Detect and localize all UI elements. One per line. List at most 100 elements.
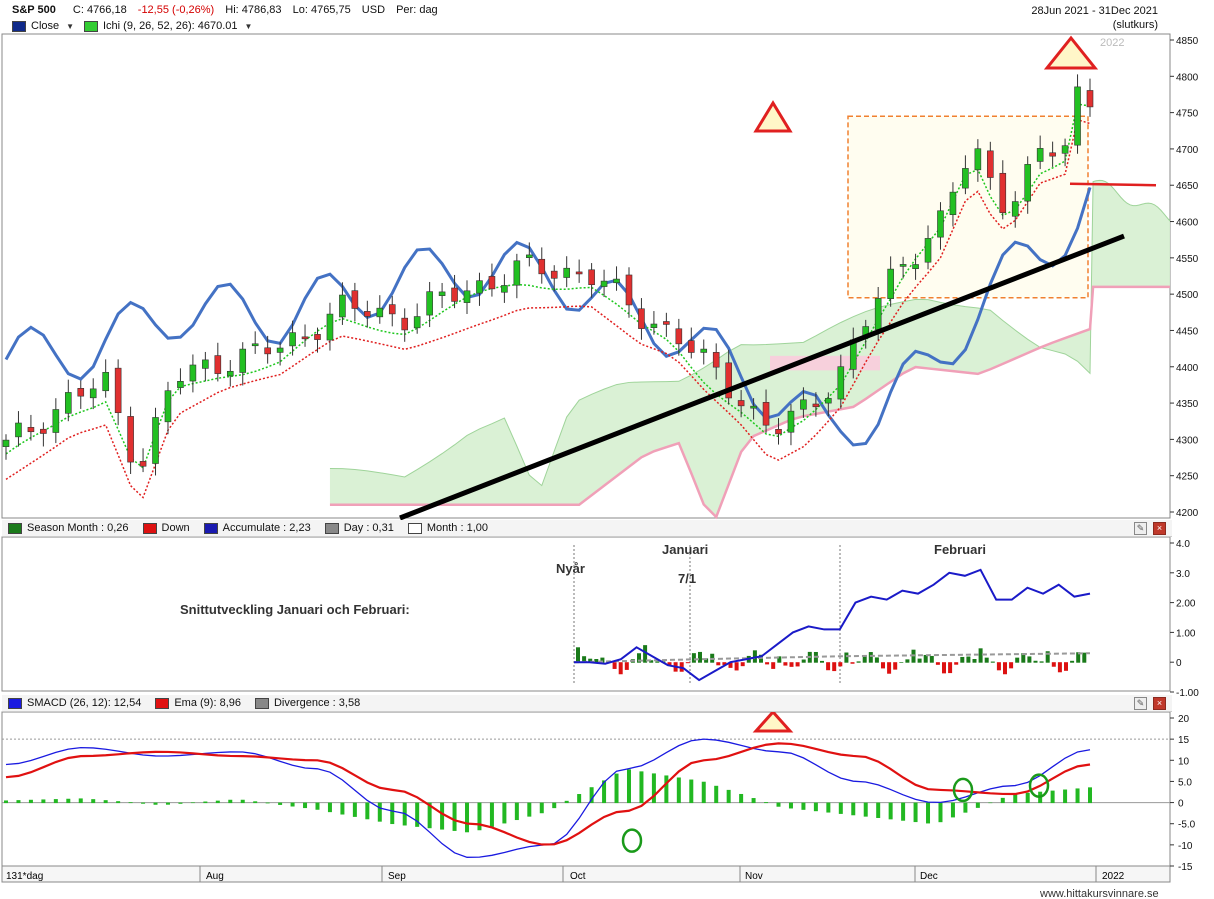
- divergence-bar: [415, 802, 420, 827]
- candle-body: [251, 343, 259, 347]
- divergence-bar: [564, 800, 569, 804]
- season-bar: [893, 662, 898, 670]
- kijun-line: [5, 118, 1091, 499]
- divergence-bar: [589, 787, 594, 804]
- candle-body: [301, 336, 309, 340]
- divergence-bar: [66, 798, 71, 804]
- candle-body: [675, 328, 683, 345]
- season-bar: [618, 662, 623, 675]
- swatch: [324, 522, 339, 534]
- divergence-bar: [527, 802, 532, 817]
- legend-day[interactable]: Day : 0,31: [324, 522, 394, 534]
- season-bar: [789, 662, 794, 667]
- legend-ema[interactable]: Ema (9): 8,96: [155, 697, 241, 709]
- y-tick-label: 4700: [1176, 145, 1199, 156]
- legend-ichi-label: Ichi (9, 26, 52, 26): 4670.01: [103, 20, 238, 32]
- candle-body: [314, 334, 321, 340]
- y-tick-label: 0: [1176, 658, 1182, 669]
- season-bar: [734, 662, 739, 671]
- candle-body: [924, 238, 932, 263]
- site-footer: www.hittakursvinnare.se: [1039, 888, 1159, 899]
- legend-month[interactable]: Month : 1,00: [407, 522, 488, 534]
- season-legend-bar: Season Month : 0,26 Down Accumulate : 2,…: [2, 520, 1172, 537]
- x-label-start: 131*dag: [6, 871, 43, 882]
- legend-divergence[interactable]: Divergence : 3,58: [254, 697, 361, 709]
- close-icon[interactable]: ×: [1153, 697, 1166, 710]
- season-bar: [978, 648, 983, 663]
- divergence-bar: [327, 802, 332, 813]
- legend-close[interactable]: Close ▼: [12, 20, 74, 32]
- legend-label: SMACD (26, 12): 12,54: [27, 697, 142, 709]
- divergence-bar: [552, 802, 557, 809]
- quote-line: S&P 500 C: 4766,18 -12,55 (-0,26%) Hi: 4…: [12, 4, 446, 16]
- y-tick-label: 4300: [1176, 435, 1199, 446]
- legend-accumulate[interactable]: Accumulate : 2,23: [203, 522, 311, 534]
- season-bar: [637, 653, 641, 663]
- season-bar: [820, 660, 824, 663]
- y-tick-label: 4.0: [1176, 539, 1190, 550]
- chevron-down-icon[interactable]: ▼: [66, 21, 75, 31]
- ema-line: [5, 742, 1091, 846]
- divergence-bar: [788, 802, 793, 809]
- candle-body: [339, 294, 346, 318]
- candle-body: [364, 311, 371, 317]
- candle-body: [937, 210, 944, 238]
- divergence-bar: [502, 802, 507, 824]
- legend-ichi[interactable]: Ichi (9, 26, 52, 26): 4670.01 ▼: [84, 20, 252, 32]
- season-bar: [685, 662, 690, 664]
- candle-body: [712, 352, 720, 368]
- candle-body: [2, 439, 10, 447]
- divergence-bar: [253, 801, 258, 804]
- smacd-line: [5, 738, 1091, 858]
- label-nyar: Nyår: [556, 561, 585, 576]
- close-value: C: 4766,18: [72, 4, 127, 16]
- divergence-bar: [1013, 793, 1018, 804]
- candle-body: [787, 410, 795, 433]
- season-bar: [990, 661, 995, 663]
- candle-body: [613, 278, 620, 284]
- legend-label: Divergence : 3,58: [273, 697, 361, 709]
- divergence-bar: [577, 794, 582, 804]
- y-tick-label: -5.0: [1178, 820, 1196, 831]
- close-icon[interactable]: ×: [1153, 522, 1166, 535]
- triangle-marker: [1043, 35, 1099, 70]
- season-layer: -1.00 0 1.00 2.00 3.0 4.0: [573, 539, 1199, 699]
- label-7-1: 7/1: [678, 571, 696, 586]
- candle-body: [102, 372, 109, 392]
- candle-body: [638, 308, 645, 329]
- candle-body: [1074, 86, 1081, 146]
- legend-close-label: Close: [31, 20, 60, 32]
- divergence-bar: [988, 802, 993, 804]
- candle-body: [650, 323, 658, 328]
- candle-body: [526, 254, 533, 259]
- wrench-icon[interactable]: ✎: [1134, 522, 1147, 535]
- season-bar: [777, 656, 782, 663]
- wrench-icon[interactable]: ✎: [1134, 697, 1147, 710]
- x-label-dec: Dec: [920, 871, 938, 882]
- season-bar: [856, 661, 861, 663]
- season-bar: [716, 662, 721, 666]
- candle-body: [139, 461, 147, 467]
- divergence-bar: [1025, 792, 1030, 804]
- season-bar: [691, 653, 696, 663]
- ichi-swatch: [84, 20, 98, 32]
- x-label-sep: Sep: [388, 871, 406, 882]
- legend-season-month[interactable]: Season Month : 0,26: [8, 522, 129, 534]
- divergence-bar: [240, 799, 245, 804]
- chevron-down-icon[interactable]: ▼: [244, 21, 253, 31]
- candle-body: [177, 381, 184, 388]
- divergence-bar: [365, 802, 370, 820]
- season-bar: [765, 662, 770, 665]
- legend-down[interactable]: Down: [142, 522, 190, 534]
- divergence-bar: [963, 802, 968, 813]
- price-layer: 4200 4250 4300 4350 4400 4450 4500 4550 4600 4650…: [2, 35, 1199, 521]
- divergence-bar: [228, 799, 233, 804]
- candle-body: [538, 258, 546, 275]
- legend-label: Accumulate : 2,23: [222, 522, 311, 534]
- divergence-bar: [813, 802, 818, 812]
- divergence-bar: [141, 802, 146, 804]
- legend-smacd[interactable]: SMACD (26, 12): 12,54: [8, 697, 141, 709]
- divergence-bar: [851, 802, 856, 816]
- divergence-bar: [801, 802, 806, 810]
- season-bar: [1076, 652, 1081, 663]
